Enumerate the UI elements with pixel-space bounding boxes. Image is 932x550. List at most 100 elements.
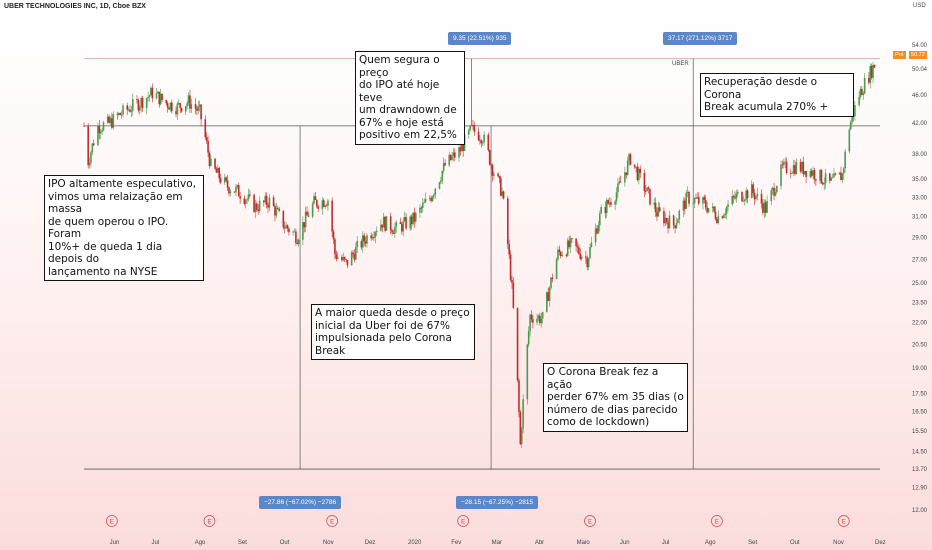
earnings-marker-label: E	[842, 520, 846, 526]
candle-body	[829, 173, 831, 181]
candle-body	[265, 195, 268, 205]
candle-body	[214, 158, 216, 169]
symbol-watermark: UBER	[672, 61, 689, 67]
candle-body	[166, 103, 169, 108]
price-axis[interactable]: 54.00 50.04 46.00 42.00 38.00 35.00 33.00 31.00…	[912, 43, 928, 514]
candle-body	[119, 113, 122, 115]
candle-body	[756, 193, 759, 197]
candle-body	[706, 207, 708, 213]
candle-body	[568, 240, 570, 248]
measure-badge-ipo-gain[interactable]: 9.35 (22.51%) 935	[448, 32, 512, 45]
candle-body	[664, 217, 667, 224]
candle-body	[292, 231, 294, 233]
candle-body	[267, 204, 269, 208]
measure-badge-recovery[interactable]: 37.17 (271.12%) 3717	[663, 32, 738, 45]
candle-body	[217, 167, 219, 173]
candle-body	[90, 152, 92, 163]
candle-body	[161, 93, 163, 100]
candle-body	[491, 164, 494, 176]
candle-body	[237, 185, 240, 197]
candle-body	[405, 217, 407, 229]
candle-body	[106, 116, 109, 123]
candle-body	[176, 103, 179, 115]
candle-body	[732, 195, 735, 198]
candle-body	[615, 192, 618, 202]
time-tick-label: Jul	[662, 540, 670, 546]
candle-body	[559, 252, 562, 257]
candle-body	[682, 200, 685, 211]
candle-body	[91, 143, 94, 153]
candle-body	[869, 66, 872, 83]
candle-body	[452, 152, 455, 157]
candle-body	[675, 223, 678, 229]
candle-body	[872, 64, 874, 78]
time-tick-label: Set	[238, 540, 247, 546]
candle-body	[83, 125, 85, 127]
time-tick-label: Out	[280, 540, 290, 546]
candle-body	[140, 97, 142, 107]
candle-body	[735, 193, 738, 199]
candle-body	[536, 318, 538, 323]
candle-body	[194, 104, 197, 109]
candle-body	[548, 287, 551, 301]
candle-body	[444, 163, 446, 166]
candle-body	[223, 177, 226, 183]
candle-body	[200, 104, 202, 120]
candle-body	[342, 257, 345, 261]
candle-body	[296, 242, 299, 245]
candle-body	[551, 277, 554, 280]
time-tick-label: Nov	[323, 540, 334, 546]
candle-body	[812, 170, 814, 176]
candle-body	[643, 172, 646, 192]
candle-body	[727, 204, 729, 207]
candle-body	[579, 253, 582, 259]
time-tick-label: Jun	[110, 540, 120, 546]
candle-body	[130, 110, 133, 112]
candle-body	[859, 88, 862, 97]
candle-body	[636, 166, 639, 181]
candle-body	[647, 187, 650, 189]
price-tick-label: 12.00	[912, 508, 928, 514]
candle-body	[243, 198, 246, 204]
candle-body	[571, 238, 573, 240]
candle-body	[614, 201, 616, 205]
candle-body	[313, 196, 315, 204]
candle-body	[158, 91, 161, 105]
candle-body	[334, 239, 336, 255]
candle-body	[454, 152, 456, 158]
candle-body	[126, 105, 129, 110]
candle-body	[480, 140, 483, 144]
candle-body	[184, 105, 187, 112]
candle-body	[283, 227, 286, 229]
candle-body	[677, 219, 679, 224]
candle-body	[399, 222, 402, 224]
candle-body	[371, 237, 374, 239]
candle-body	[702, 197, 704, 204]
candle-body	[462, 144, 464, 151]
candle-body	[834, 173, 837, 175]
candle-body	[557, 249, 559, 260]
candle-body	[686, 191, 689, 193]
candle-body	[668, 215, 671, 229]
candle-body	[526, 344, 529, 400]
candle-body	[409, 216, 412, 229]
candle-body	[112, 114, 115, 128]
measure-badge-ipo-drop[interactable]: −27.86 (−67.02%) −2786	[259, 496, 342, 509]
candle-body	[341, 256, 343, 261]
candle-body	[198, 104, 201, 107]
candle-body	[120, 114, 123, 116]
candle-body	[288, 228, 290, 233]
time-axis[interactable]: Jun Jul Ago Set Out Nov Dez 2020 Fev Mar Abr Maio Ju…	[110, 540, 886, 546]
candle-body	[169, 102, 172, 110]
candle-body	[327, 200, 329, 206]
candle-body	[724, 213, 727, 216]
candle-body	[92, 143, 95, 146]
measure-badge-corona-drop[interactable]: −28.15 (−67.25%) −2815	[456, 496, 539, 509]
pre-market-tag: Pré	[893, 51, 906, 59]
candle-body	[127, 109, 130, 111]
candle-body	[684, 200, 686, 209]
candle-body	[784, 161, 787, 163]
